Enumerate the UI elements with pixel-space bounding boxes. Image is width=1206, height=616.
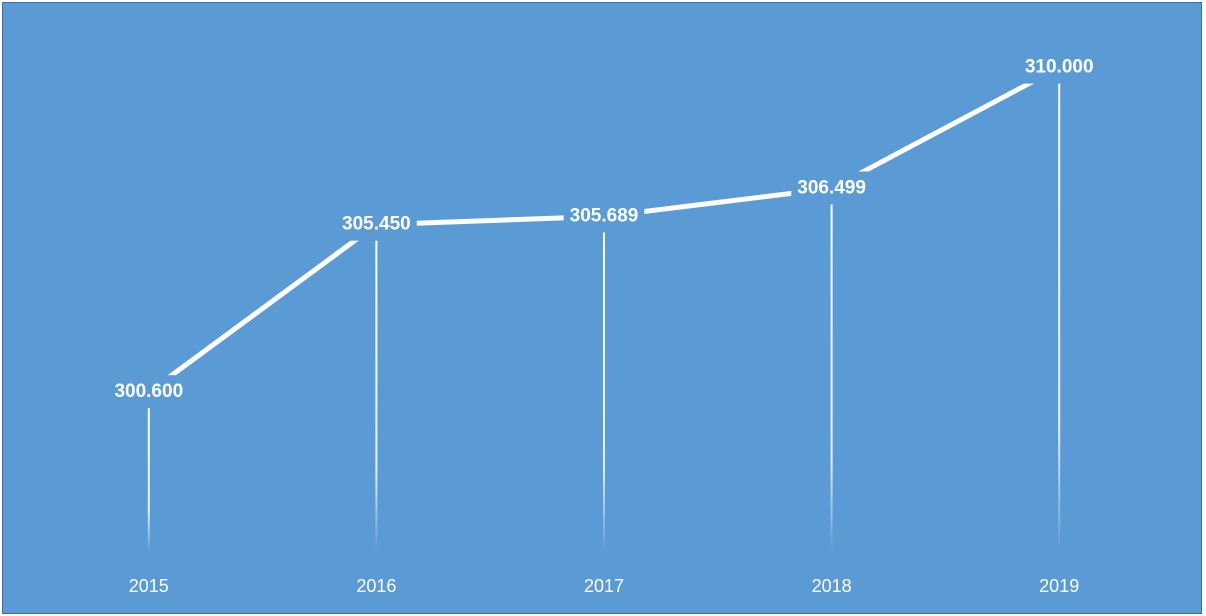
data-label-2018: 306.499 xyxy=(791,171,872,205)
data-label-background xyxy=(791,171,872,205)
x-tick-label-2017: 2017 xyxy=(584,576,624,596)
data-label-text: 305.450 xyxy=(342,214,411,235)
line-chart: 300.600 305.450 305.689 306.499 310.000 2015… xyxy=(3,3,1201,613)
drop-line-2015 xyxy=(147,392,150,551)
drop-line-2018 xyxy=(830,188,833,551)
drop-line-2017 xyxy=(603,216,605,551)
line-segment-2015-2016 xyxy=(147,222,378,395)
data-label-background xyxy=(1018,50,1100,84)
data-label-2017: 305.689 xyxy=(563,199,645,233)
line-segment-2018-2019 xyxy=(830,65,1061,191)
data-label-2016: 305.450 xyxy=(336,207,417,241)
data-label-text: 300.600 xyxy=(114,381,183,402)
drop-line-2019 xyxy=(1058,67,1061,552)
data-label-2015: 300.600 xyxy=(108,375,190,409)
x-tick-label-2018: 2018 xyxy=(812,576,852,596)
drop-line-2016 xyxy=(375,224,378,551)
x-tick-label-2019: 2019 xyxy=(1039,576,1079,596)
data-label-2019: 310.000 xyxy=(1018,50,1100,84)
data-label-background xyxy=(336,207,417,241)
drop-lines xyxy=(147,67,1061,552)
data-label-background xyxy=(563,199,645,233)
data-label-background xyxy=(108,375,190,409)
chart-background xyxy=(3,3,1201,613)
data-label-text: 310.000 xyxy=(1025,57,1094,78)
x-axis: 2015 2016 2017 2018 2019 xyxy=(129,576,1079,596)
x-tick-label-2016: 2016 xyxy=(356,576,396,596)
data-labels: 300.600 305.450 305.689 306.499 310.000 xyxy=(108,50,1100,409)
x-tick-label-2015: 2015 xyxy=(129,576,169,596)
data-label-text: 306.499 xyxy=(797,177,866,198)
data-label-text: 305.689 xyxy=(570,205,639,226)
